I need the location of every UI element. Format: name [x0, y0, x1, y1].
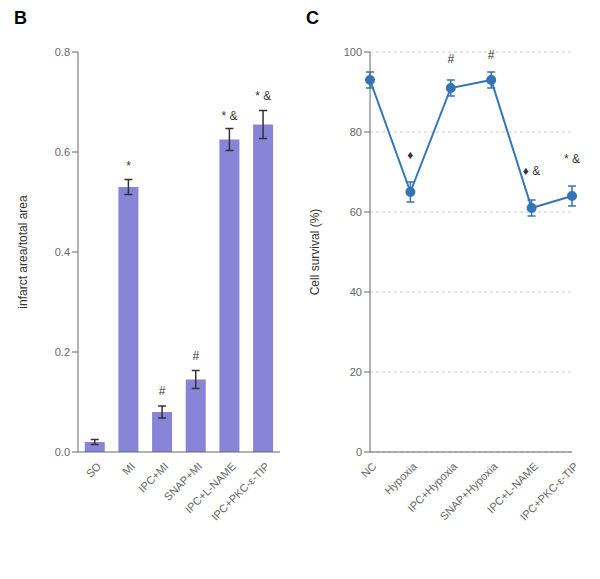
svg-text:Hypoxia: Hypoxia: [382, 459, 419, 496]
svg-text:IPC+L-NAME: IPC+L-NAME: [484, 460, 541, 516]
svg-text:Cell survival (%): Cell survival (%): [308, 209, 322, 296]
svg-text:IPC+MI: IPC+MI: [136, 460, 171, 495]
svg-text:♦ &: ♦ &: [523, 164, 540, 178]
svg-text:IPC+PKC-ε-TIP: IPC+PKC-ε-TIP: [209, 460, 272, 523]
svg-text:SNAP+MI: SNAP+MI: [161, 460, 205, 503]
html-text:B: B: [14, 8, 27, 28]
svg-text:60: 60: [350, 206, 362, 218]
svg-text:infarct area/total area: infarct area/total area: [16, 195, 30, 309]
svg-text:IPC+L-NAME: IPC+L-NAME: [182, 460, 238, 516]
svg-text:0.2: 0.2: [55, 346, 70, 358]
html-text:C: C: [306, 8, 319, 28]
svg-text:NC: NC: [359, 460, 379, 480]
svg-text:#: #: [488, 48, 495, 62]
svg-text:0: 0: [356, 446, 362, 458]
svg-text:#: #: [159, 384, 166, 398]
svg-text:#: #: [447, 52, 454, 66]
svg-text:0.6: 0.6: [55, 146, 70, 158]
svg-text:IPC+PKC-ε-TIP: IPC+PKC-ε-TIP: [518, 460, 581, 523]
svg-text:* &: * &: [255, 89, 271, 103]
svg-text:IPC+Hypoxia: IPC+Hypoxia: [405, 460, 460, 515]
svg-text:0.8: 0.8: [55, 46, 70, 58]
svg-text:20: 20: [350, 366, 362, 378]
svg-text:0.4: 0.4: [55, 246, 70, 258]
svg-text:SNAP+Hypoxia: SNAP+Hypoxia: [437, 460, 500, 523]
svg-text:MI: MI: [120, 460, 137, 477]
svg-text:♦: ♦: [407, 148, 413, 162]
svg-text:#: #: [192, 349, 199, 363]
svg-text:* &: * &: [221, 109, 237, 123]
svg-text:*: *: [126, 159, 131, 173]
svg-text:40: 40: [350, 286, 362, 298]
svg-text:* &: * &: [564, 152, 580, 166]
svg-text:SO: SO: [84, 460, 104, 480]
svg-text:80: 80: [350, 126, 362, 138]
svg-text:0.0: 0.0: [55, 446, 70, 458]
svg-text:100: 100: [344, 46, 362, 58]
